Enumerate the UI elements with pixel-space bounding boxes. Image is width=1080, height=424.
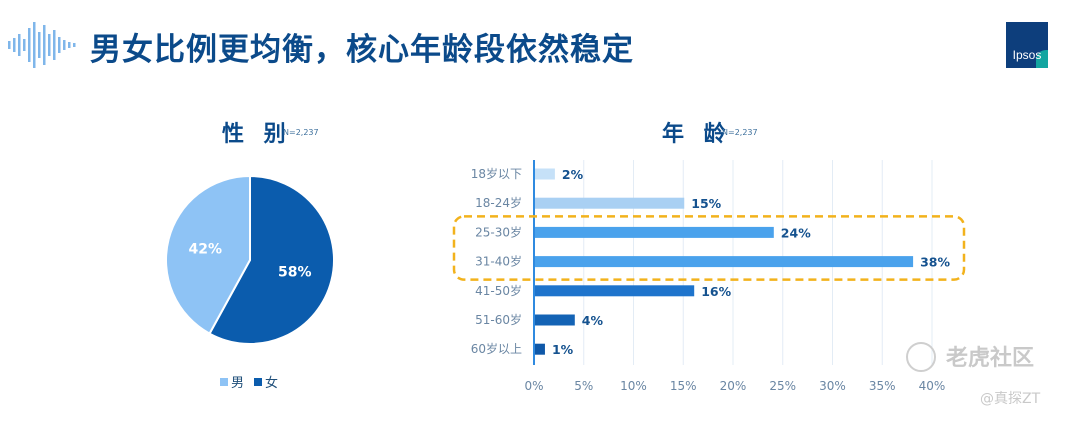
x-tick-label: 5% (574, 379, 593, 393)
legend-item-female: 女 (254, 372, 278, 391)
x-tick-label: 15% (670, 379, 697, 393)
legend-item-male: 男 (220, 372, 244, 391)
y-tick-label: 18-24岁 (475, 195, 522, 210)
bar (535, 168, 555, 180)
x-tick-label: 10% (620, 379, 647, 393)
bar (535, 343, 545, 355)
age-bar-chart: 0% 5% 10% 15% 20% 25% 30% 35% 40% 18岁以下 2% 18-24岁 15… (452, 160, 966, 393)
brand-logo: Ipsos (1006, 22, 1048, 68)
gender-title: 性 别 (222, 122, 292, 147)
x-tick-label: 35% (869, 379, 896, 393)
sound-wave-icon (8, 22, 76, 68)
bar-value-label: 4% (582, 313, 604, 328)
bar-value-label: 38% (920, 255, 950, 270)
bar-value-label: 15% (691, 196, 721, 211)
x-tick-label: 40% (919, 379, 946, 393)
bar (535, 226, 774, 238)
bar (535, 256, 914, 268)
bar (535, 314, 575, 326)
legend-swatch-male (220, 377, 228, 386)
x-tick-label: 30% (819, 379, 846, 393)
page-title: 男女比例更均衡，核心年龄段依然稳定 (90, 32, 634, 68)
pie-label-female: 58% (278, 264, 312, 280)
x-tick-label: 20% (720, 379, 747, 393)
bar-value-label: 24% (781, 225, 811, 240)
age-title: 年 龄 (662, 122, 732, 147)
y-tick-label: 18岁以下 (471, 166, 522, 181)
watermark-handle: @真探ZT (980, 391, 1041, 407)
y-tick-label: 51-60岁 (475, 312, 522, 327)
age-n-label: N=2,237 (722, 128, 758, 137)
x-tick-label: 25% (769, 379, 796, 393)
bar-value-label: 2% (562, 167, 584, 182)
y-tick-label: 60岁以上 (471, 341, 522, 356)
legend-swatch-female (254, 377, 263, 386)
bar (535, 197, 685, 209)
watermark-text: 老虎社区 (946, 346, 1035, 371)
highlight-box (452, 215, 966, 281)
pie-slice-female (208, 174, 335, 345)
bar (535, 285, 695, 297)
pie-label-male: 42% (188, 242, 222, 258)
y-tick-label: 31-40岁 (475, 254, 522, 269)
y-tick-label: 41-50岁 (475, 283, 522, 298)
pie-slice-male (165, 174, 251, 335)
gender-pie-chart: 58% 42% (165, 174, 335, 345)
x-tick-label: 0% (524, 379, 543, 393)
y-tick-label: 25-30岁 (475, 224, 522, 239)
gender-n-label: N=2,237 (283, 128, 319, 137)
paw-icon (906, 342, 936, 372)
bar-value-label: 1% (552, 342, 574, 357)
bar-value-label: 16% (701, 284, 731, 299)
legend-label-female: 女 (265, 376, 279, 391)
gender-legend: 男 女 (220, 372, 278, 391)
legend-label-male: 男 (231, 376, 245, 391)
